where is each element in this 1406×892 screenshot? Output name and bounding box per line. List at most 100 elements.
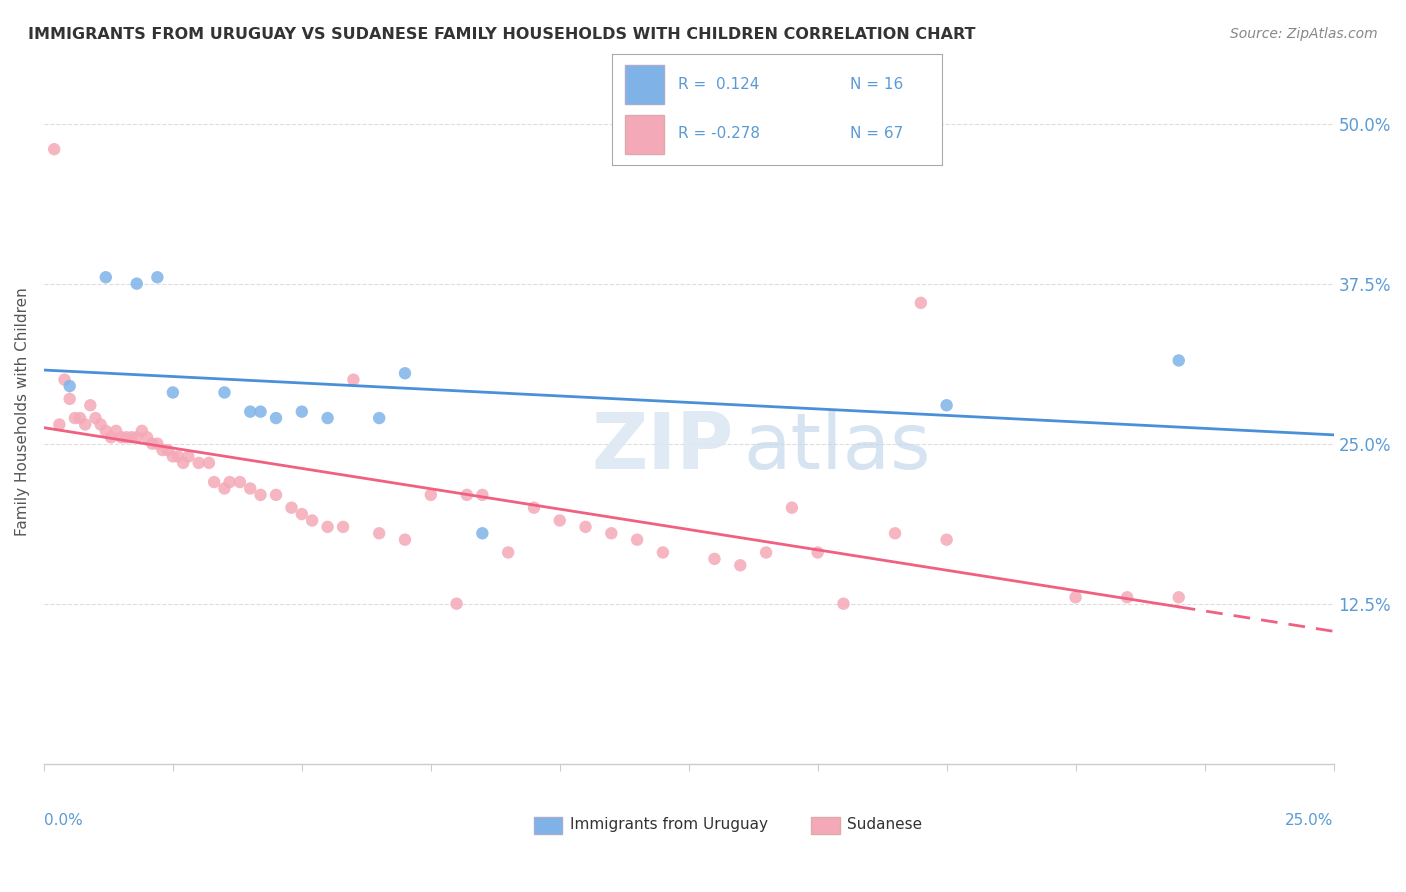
Point xyxy=(301,513,323,527)
Point xyxy=(53,373,76,387)
Point xyxy=(90,417,112,432)
Point xyxy=(239,482,262,496)
Text: 0.0%: 0.0% xyxy=(44,813,83,828)
Point xyxy=(44,142,66,156)
Point xyxy=(48,417,70,432)
Point xyxy=(471,488,494,502)
Point xyxy=(110,430,132,444)
Point xyxy=(214,482,236,496)
Point xyxy=(125,430,148,444)
Point xyxy=(280,500,302,515)
Point xyxy=(94,270,117,285)
Point xyxy=(218,475,240,489)
Point xyxy=(316,520,339,534)
Point xyxy=(162,385,184,400)
Point xyxy=(59,392,82,406)
Text: Source: ZipAtlas.com: Source: ZipAtlas.com xyxy=(1230,27,1378,41)
Text: R =  0.124: R = 0.124 xyxy=(678,78,759,92)
Point xyxy=(79,398,101,412)
Point xyxy=(84,411,107,425)
Point xyxy=(172,456,194,470)
Point xyxy=(146,436,169,450)
Point xyxy=(100,430,122,444)
Bar xyxy=(624,65,665,103)
Point xyxy=(523,500,546,515)
Point xyxy=(156,443,179,458)
Point xyxy=(446,597,468,611)
Point xyxy=(626,533,648,547)
Point xyxy=(131,424,153,438)
Point xyxy=(167,450,190,464)
Point xyxy=(121,430,143,444)
Point xyxy=(332,520,354,534)
Text: IMMIGRANTS FROM URUGUAY VS SUDANESE FAMILY HOUSEHOLDS WITH CHILDREN CORRELATION : IMMIGRANTS FROM URUGUAY VS SUDANESE FAMI… xyxy=(28,27,976,42)
Point xyxy=(249,488,271,502)
Point xyxy=(125,277,148,291)
Point xyxy=(730,558,752,573)
Point xyxy=(249,404,271,418)
Point xyxy=(342,373,364,387)
FancyBboxPatch shape xyxy=(534,816,562,834)
Point xyxy=(94,424,117,438)
Point xyxy=(935,398,957,412)
Text: atlas: atlas xyxy=(744,409,931,485)
Point xyxy=(368,526,391,541)
Text: N = 67: N = 67 xyxy=(849,127,903,141)
Point xyxy=(264,488,287,502)
Point xyxy=(394,533,416,547)
Point xyxy=(264,411,287,425)
Point xyxy=(229,475,252,489)
Point xyxy=(1167,353,1189,368)
Point xyxy=(780,500,803,515)
Point xyxy=(496,545,519,559)
Point xyxy=(394,366,416,380)
Point xyxy=(910,296,932,310)
Text: ZIP: ZIP xyxy=(592,409,734,485)
Point xyxy=(884,526,907,541)
Point xyxy=(136,430,159,444)
Point xyxy=(548,513,571,527)
Point xyxy=(214,385,236,400)
Point xyxy=(198,456,221,470)
Point xyxy=(456,488,478,502)
Point xyxy=(152,443,174,458)
Point xyxy=(368,411,391,425)
Point xyxy=(1167,591,1189,605)
Point xyxy=(755,545,778,559)
Point xyxy=(574,520,596,534)
Point xyxy=(69,411,91,425)
FancyBboxPatch shape xyxy=(811,816,839,834)
Point xyxy=(59,379,82,393)
Text: Sudanese: Sudanese xyxy=(848,817,922,832)
Text: 25.0%: 25.0% xyxy=(1285,813,1333,828)
Point xyxy=(63,411,86,425)
Point xyxy=(471,526,494,541)
Point xyxy=(935,533,957,547)
Y-axis label: Family Households with Children: Family Households with Children xyxy=(15,287,30,536)
Point xyxy=(202,475,225,489)
Point xyxy=(187,456,209,470)
Point xyxy=(239,404,262,418)
Point xyxy=(1064,591,1087,605)
Point xyxy=(177,450,200,464)
Point xyxy=(75,417,97,432)
Text: Immigrants from Uruguay: Immigrants from Uruguay xyxy=(569,817,768,832)
Point xyxy=(291,404,314,418)
Point xyxy=(807,545,830,559)
Point xyxy=(316,411,339,425)
Point xyxy=(105,424,128,438)
Point xyxy=(651,545,673,559)
Bar xyxy=(624,115,665,154)
Point xyxy=(600,526,623,541)
Point xyxy=(703,552,725,566)
Point xyxy=(1116,591,1139,605)
Text: N = 16: N = 16 xyxy=(849,78,903,92)
Point xyxy=(115,430,138,444)
Point xyxy=(419,488,441,502)
Point xyxy=(146,270,169,285)
Point xyxy=(291,507,314,521)
Text: R = -0.278: R = -0.278 xyxy=(678,127,759,141)
Point xyxy=(162,450,184,464)
Point xyxy=(832,597,855,611)
Point xyxy=(141,436,163,450)
